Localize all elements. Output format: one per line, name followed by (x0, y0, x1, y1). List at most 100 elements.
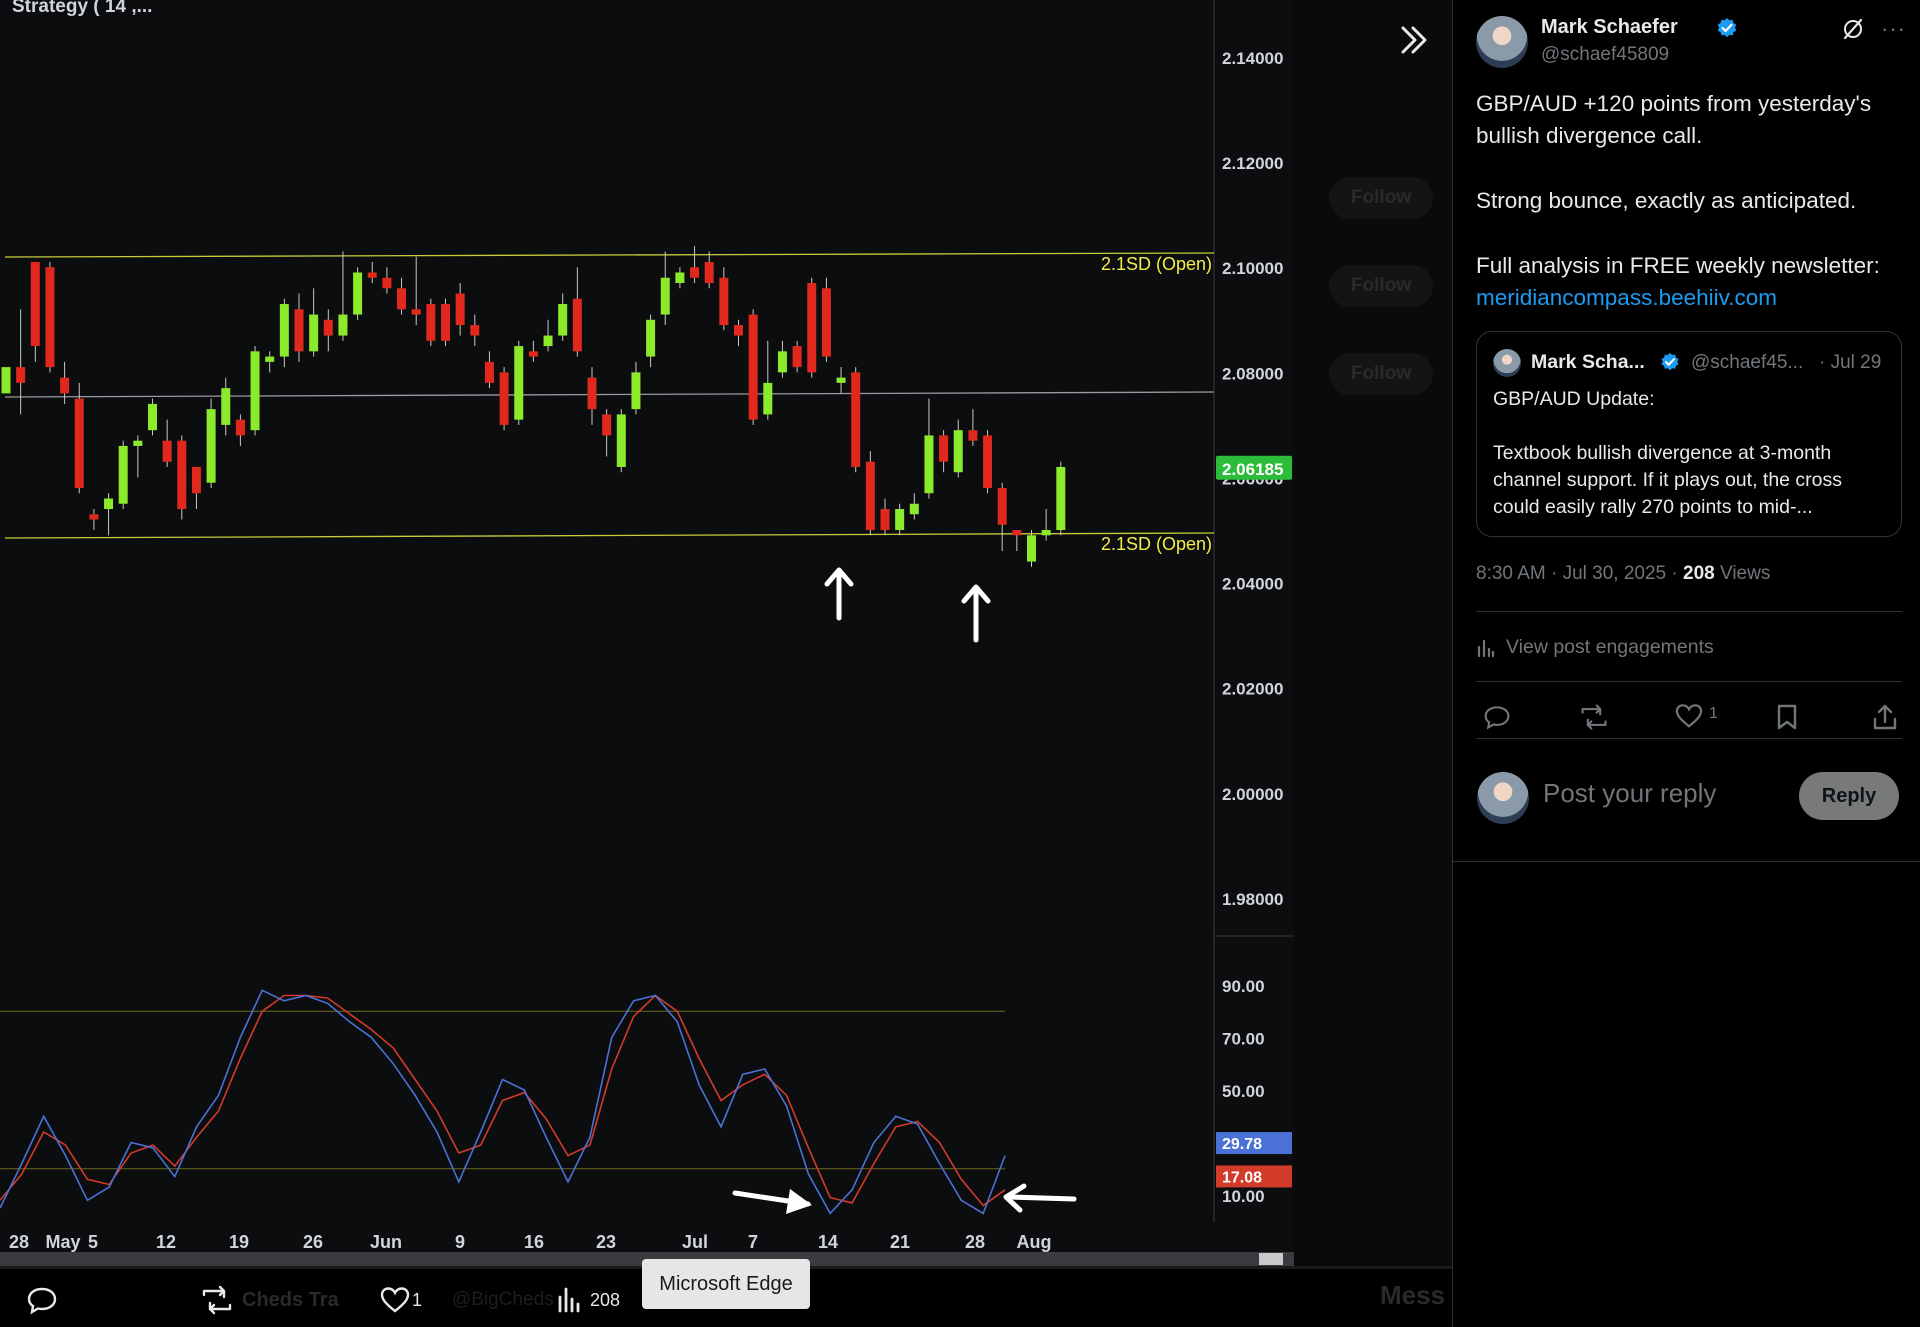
divider (1453, 861, 1920, 862)
author-handle[interactable]: @schaef45809 (1541, 44, 1670, 65)
share-icon[interactable] (1871, 703, 1899, 731)
quoted-tweet-card[interactable]: Mark Scha... @schaef45... · Jul 29 GBP/A… (1476, 331, 1902, 537)
x-axis-label: Jul (682, 1232, 708, 1252)
divider (1476, 611, 1902, 612)
candle-body (250, 351, 260, 431)
candle-body (763, 382, 773, 415)
price-tick-label: 2.00000 (1222, 785, 1283, 804)
candle-body (470, 325, 480, 336)
candle-body (30, 261, 40, 347)
candle-body (631, 372, 641, 410)
reply-input[interactable]: Post your reply (1543, 778, 1717, 808)
annotation-arrow-up (961, 584, 991, 643)
candle-body (939, 435, 949, 462)
x-axis-label: 14 (818, 1232, 838, 1252)
candlesticks (1, 246, 1066, 567)
quote-author-avatar (1493, 349, 1521, 377)
candle-body (294, 309, 304, 352)
newsletter-link[interactable]: meridiancompass.beehiiv.com (1476, 285, 1777, 310)
grok-icon[interactable] (1841, 17, 1865, 41)
candle-body (1027, 535, 1036, 562)
more-options-icon[interactable]: ··· (1881, 16, 1906, 41)
divider (1476, 681, 1902, 682)
osc-tick-label: 70.00 (1222, 1030, 1265, 1049)
candle-body (279, 304, 289, 357)
reply-icon[interactable] (1483, 703, 1511, 731)
candle-body (118, 445, 128, 504)
candle-body (338, 314, 348, 336)
channel-upper-line (4, 252, 1215, 258)
x-axis-label: 12 (156, 1232, 176, 1252)
view-engagements-link[interactable]: View post engagements (1476, 636, 1714, 659)
price-tick-label: 2.10000 (1222, 259, 1283, 278)
heart-icon[interactable] (380, 1284, 410, 1316)
quote-paragraph: Textbook bullish divergence at 3-month c… (1493, 442, 1843, 518)
ghost-follow-button: Follow (1329, 265, 1433, 307)
author-name[interactable]: Mark Schaefer (1541, 16, 1678, 38)
candle-body (426, 304, 436, 341)
candle-body (1041, 530, 1051, 536)
candle-body (265, 356, 275, 362)
quote-body: GBP/AUD Update: Textbook bullish diverge… (1493, 386, 1893, 521)
candle-body (353, 272, 363, 315)
candle-body (807, 283, 817, 373)
candle-body (235, 419, 245, 436)
osc-k-value-badge (1216, 1132, 1292, 1155)
candle-body (1012, 530, 1022, 536)
reply-button[interactable]: Reply (1799, 772, 1899, 820)
candle-body (851, 372, 861, 467)
quote-author-name: Mark Scha... (1531, 351, 1645, 373)
retweet-icon[interactable] (200, 1284, 234, 1316)
x-axis-label: 7 (748, 1232, 758, 1252)
tweet-detail-pane: Mark Schaefer @schaef45809 ··· GBP/AUD +… (1452, 0, 1920, 1327)
candle-body (777, 351, 787, 373)
candle-body (865, 461, 875, 531)
candle-body (880, 509, 890, 531)
x-axis-label: 28 (965, 1232, 985, 1252)
candle-body (133, 440, 143, 446)
candle-body (836, 377, 846, 383)
x-axis-label: Jun (370, 1232, 402, 1252)
current-user-avatar (1477, 772, 1529, 824)
candle-body (983, 435, 993, 488)
candle-body (1, 367, 11, 394)
divider (1476, 738, 1902, 739)
candle-body (1056, 466, 1066, 531)
channel-lines: 2.1SD (Open) 2.1SD (Open) (4, 252, 1215, 554)
current-price-label: 2.06185 (1222, 460, 1283, 479)
candle-body (528, 351, 538, 357)
candle-body (60, 377, 70, 394)
candle-body (206, 409, 216, 483)
oscillator-pane (0, 989, 1006, 1215)
comment-icon[interactable] (26, 1284, 58, 1316)
candle-body (162, 440, 172, 462)
candle-body (821, 288, 831, 357)
chart-panel[interactable]: 2.1SD (Open) 2.1SD (Open) 2.14000 2.12000 2… (0, 0, 1294, 1266)
tweet-paragraph: Full analysis in FREE weekly newsletter: (1476, 253, 1880, 278)
repost-icon[interactable] (1579, 703, 1609, 731)
ghost-follow-button: Follow (1329, 177, 1433, 219)
candle-body (411, 309, 421, 315)
quote-paragraph: GBP/AUD Update: (1493, 388, 1655, 410)
candle-body (997, 487, 1007, 525)
candle-body (675, 272, 685, 284)
osc-tick-label: 10.00 (1222, 1187, 1265, 1206)
quote-author-handle: @schaef45... (1691, 352, 1804, 373)
candle-body (558, 304, 568, 336)
views-icon[interactable] (556, 1284, 582, 1316)
chart-annotations (732, 567, 1077, 1214)
bookmark-icon[interactable] (1775, 703, 1799, 731)
expand-panel-icon[interactable] (1398, 22, 1430, 58)
tweet-time[interactable]: 8:30 AM · Jul 30, 2025 · (1476, 563, 1684, 584)
indicator-title[interactable]: Strategy ( 14 ,... (12, 0, 153, 17)
oscillator-d-line (0, 994, 1006, 1207)
price-tick-label: 2.14000 (1222, 49, 1283, 68)
osc-d-value-label: 17.08 (1222, 1169, 1262, 1186)
author-avatar[interactable] (1476, 16, 1528, 68)
like-icon[interactable] (1675, 703, 1703, 729)
price-chart[interactable]: 2.1SD (Open) 2.1SD (Open) 2.14000 2.12000 2… (0, 0, 1294, 1266)
candle-body (572, 298, 582, 352)
verified-badge-icon (1717, 18, 1737, 38)
candle-body (499, 372, 509, 425)
annotation-arrowhead-right (786, 1189, 812, 1214)
